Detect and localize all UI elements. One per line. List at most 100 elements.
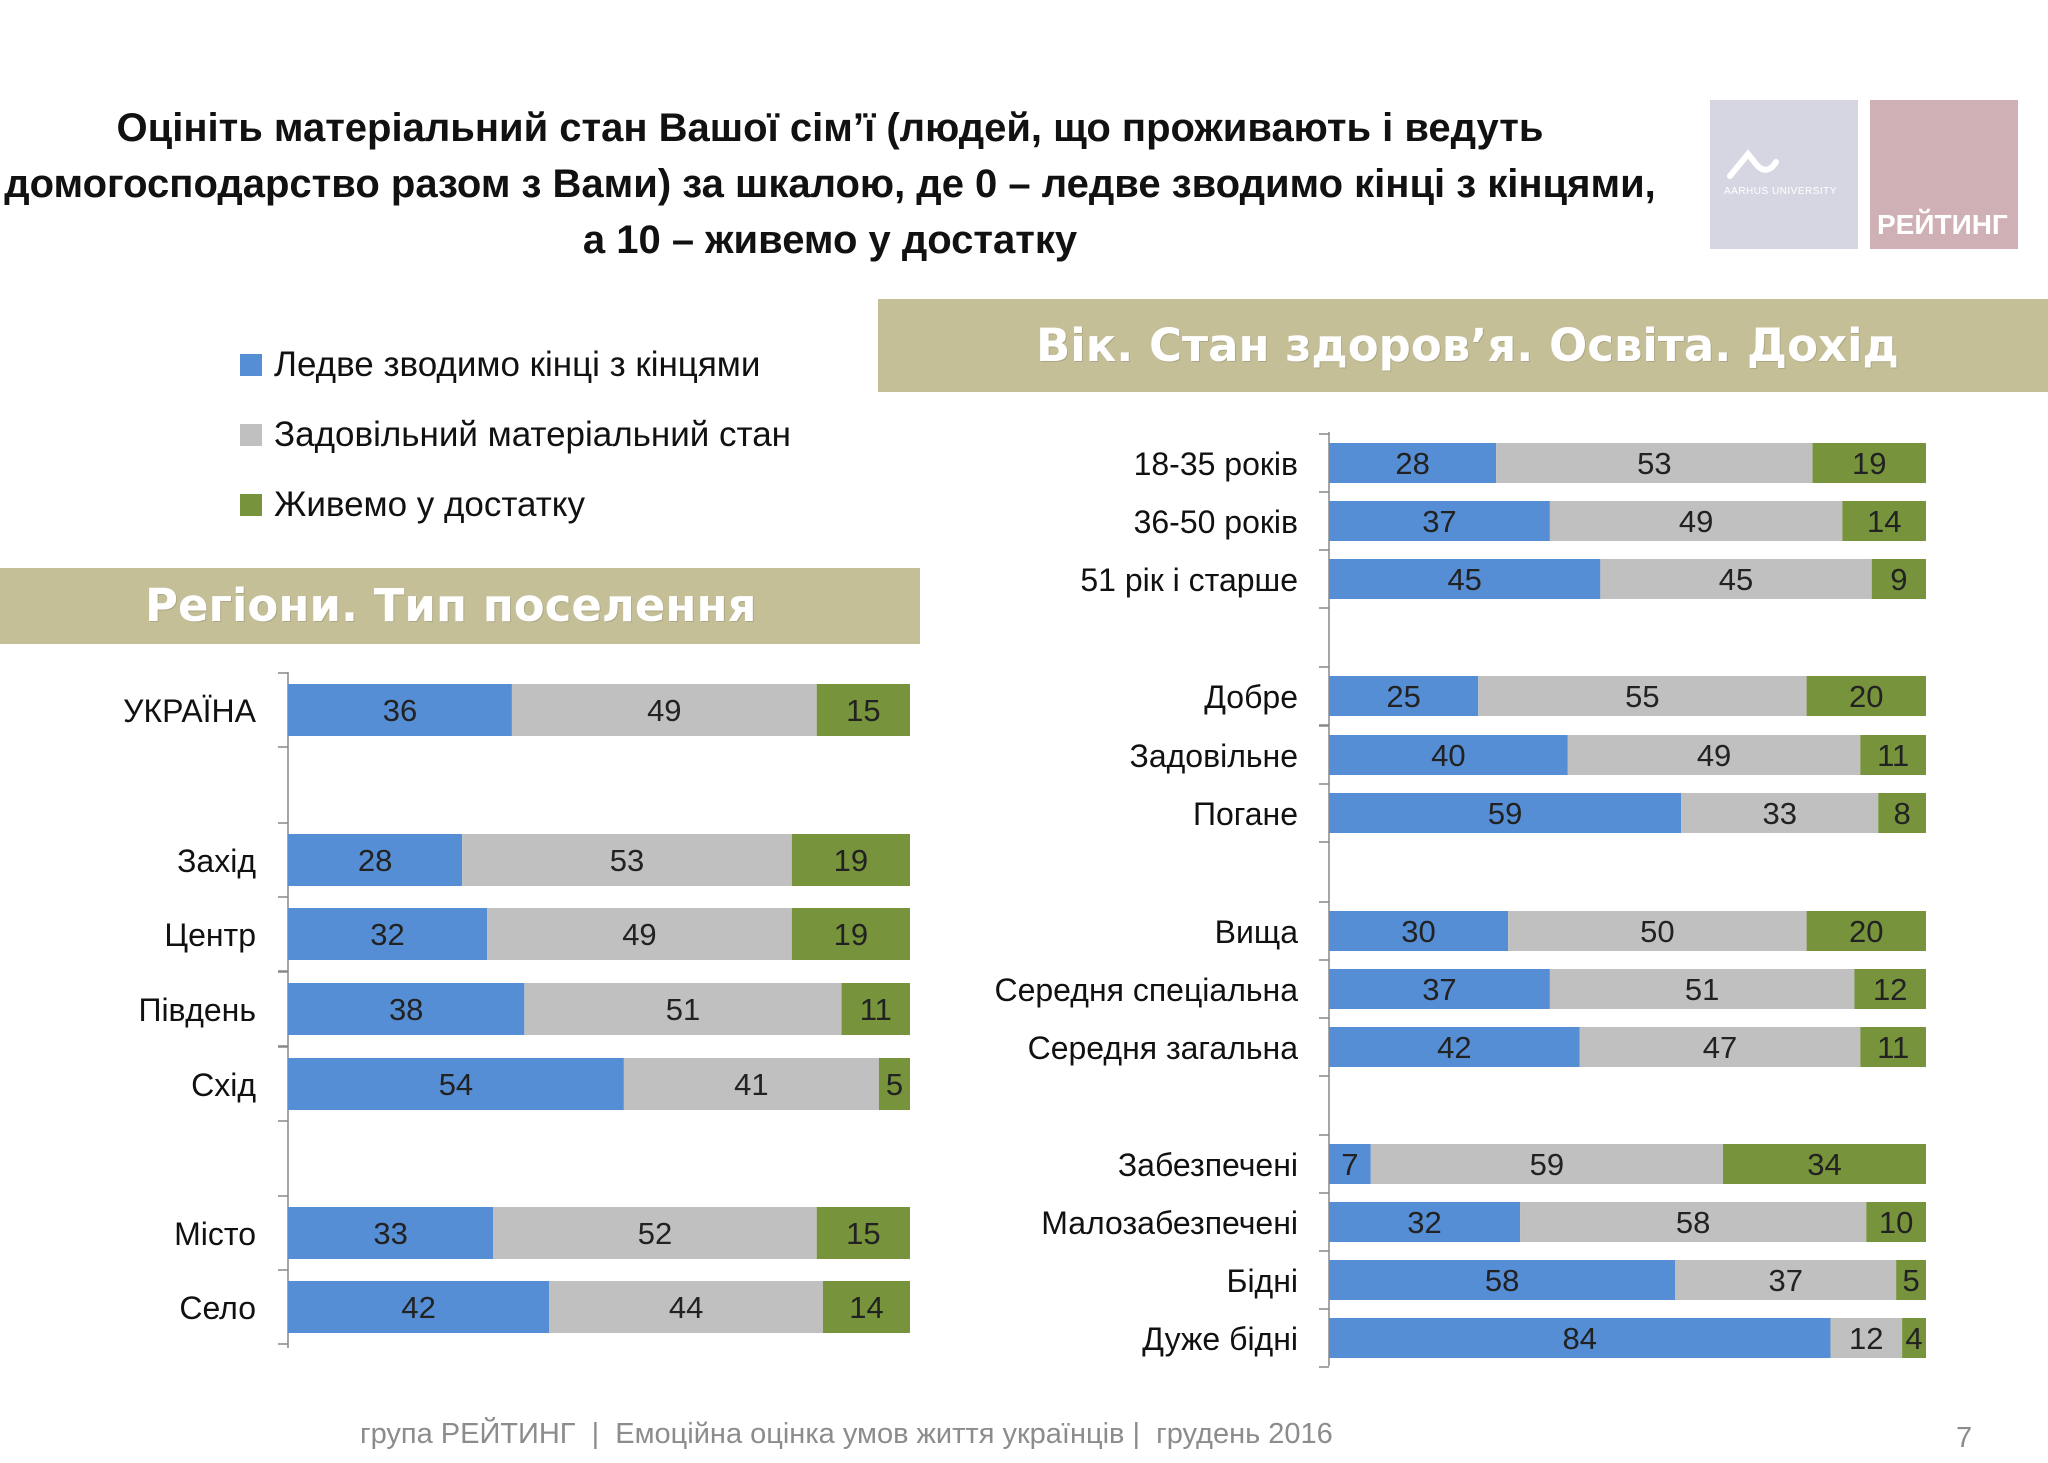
data-label: 7 [1341,1147,1358,1182]
bar-segment-prosperous [816,684,910,736]
page-number: 7 [1956,1422,1973,1454]
data-label: 58 [1676,1205,1710,1240]
bar-segment-satisfactory [1549,501,1843,541]
category-label: Добре [1204,679,1298,715]
data-label: 10 [1879,1205,1913,1240]
aarhus-university-logo: AARHUS UNIVERSITY [1710,100,1858,249]
category-label: Забезпечені [1118,1147,1298,1183]
bar-segment-satisfactory [1478,676,1807,716]
data-label: 40 [1431,738,1465,773]
data-label: 15 [846,1216,880,1251]
chart-legend: Ледве зводимо кінці з кінцями Задовільни… [240,330,791,540]
legend-label: Задовільний матеріальний стан [274,415,791,454]
bar-segment-hard [288,983,525,1035]
title-line: а 10 – живемо у достатку [582,218,1078,262]
bar-segment-satisfactory [1370,1144,1724,1184]
bar-segment-satisfactory [1681,793,1879,833]
banner-title: Регіони. Тип поселення [145,579,757,632]
bar-segment-hard [1329,911,1509,951]
data-label: 59 [1530,1147,1564,1182]
data-label: 14 [1867,504,1901,539]
data-label: 32 [1407,1205,1441,1240]
data-label: 11 [1877,1030,1909,1065]
legend-swatch-blue [240,354,262,376]
bar-segment-prosperous [791,908,910,960]
legend-item: Задовільний матеріальний стан [240,400,791,470]
data-label: 19 [1852,446,1886,481]
category-label: 18-35 років [1134,446,1298,482]
data-label: 15 [846,693,880,728]
data-label: 51 [1685,972,1719,1007]
data-label: 54 [439,1067,473,1102]
data-label: 42 [1437,1030,1471,1065]
data-label: 84 [1562,1321,1596,1356]
bar-segment-hard [288,684,512,736]
bar-segment-prosperous [1806,676,1926,716]
legend-swatch-green [240,494,262,516]
bar-segment-prosperous [1812,443,1926,483]
aarhus-wave-icon [1727,149,1779,179]
aarhus-university-text: AARHUS UNIVERSITY [1724,186,1837,197]
bar-segment-hard [1329,1144,1371,1184]
title-line: домогосподарство разом з Вами) за шкалою… [4,162,1656,206]
data-label: 36 [383,693,417,728]
data-label: 8 [1893,796,1910,831]
data-label: 20 [1849,679,1883,714]
bar-segment-satisfactory [1600,559,1872,599]
data-label: 45 [1719,562,1753,597]
legend-item: Живемо у достатку [240,470,791,540]
bar-segment-hard [1329,559,1601,599]
data-label: 37 [1768,1263,1802,1298]
data-label: 32 [370,917,404,952]
banner-title: Вік. Стан здоров’я. Освіта. Дохід [1036,319,1899,372]
category-label: Вища [1215,914,1299,950]
data-label: 53 [1637,446,1671,481]
bar-segment-prosperous [1878,793,1926,833]
bar-segment-hard [1329,1318,1831,1358]
data-label: 33 [373,1216,407,1251]
data-label: 30 [1401,914,1435,949]
data-label: 42 [401,1290,435,1325]
legend-item: Ледве зводимо кінці з кінцями [240,330,791,400]
data-label: 11 [1877,738,1909,773]
bar-segment-prosperous [1854,969,1926,1009]
legend-swatch-gray [240,424,262,446]
data-label: 58 [1485,1263,1519,1298]
page-title: Оцініть матеріальний стан Вашої сім’ї (л… [0,100,1660,268]
data-label: 19 [834,917,868,952]
data-label: 5 [1902,1263,1919,1298]
legend-label: Ледве зводимо кінці з кінцями [274,345,761,384]
category-label: Південь [138,992,256,1028]
bar-segment-satisfactory [493,1207,817,1259]
bar-segment-hard [288,908,488,960]
bar-segment-hard [288,1058,624,1110]
bar-segment-satisfactory [1496,443,1813,483]
category-label: Село [179,1290,256,1326]
data-label: 49 [1697,738,1731,773]
category-label: Середня загальна [1028,1030,1299,1066]
data-label: 53 [610,843,644,878]
bar-segment-hard [288,1207,494,1259]
bar-segment-satisfactory [1830,1318,1903,1358]
category-label: Дуже бідні [1142,1321,1298,1357]
bar-segment-satisfactory [1579,1027,1861,1067]
data-label: 37 [1422,504,1456,539]
section-banner-demographics: Вік. Стан здоров’я. Освіта. Дохід [878,299,2048,392]
bar-segment-hard [288,1281,550,1333]
data-label: 25 [1386,679,1420,714]
bar-segment-satisfactory [487,908,792,960]
category-label: Погане [1193,796,1298,832]
data-label: 28 [358,843,392,878]
bar-segment-prosperous [822,1281,910,1333]
data-label: 4 [1905,1321,1922,1356]
category-label: Бідні [1226,1263,1298,1299]
bar-segment-prosperous [1866,1202,1926,1242]
bar-segment-satisfactory [1675,1260,1897,1300]
bar-segment-satisfactory [524,983,842,1035]
data-label: 51 [666,992,700,1027]
bar-segment-satisfactory [549,1281,823,1333]
bar-segment-hard [1329,443,1497,483]
data-label: 52 [638,1216,672,1251]
bar-segment-hard [1329,969,1550,1009]
bar-segment-satisfactory [1520,1202,1867,1242]
